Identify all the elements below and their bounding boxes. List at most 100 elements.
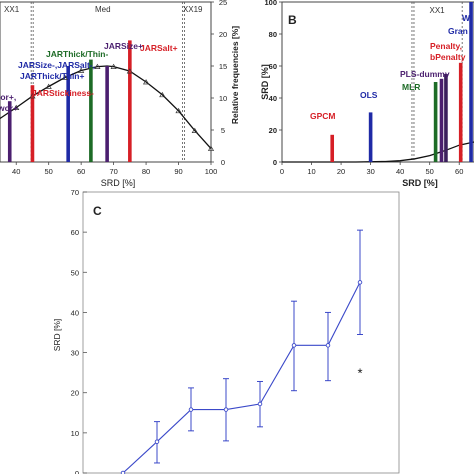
x-tick-label: 60 (455, 167, 463, 176)
panel-b-bars (330, 2, 473, 162)
region-label: XX19 (183, 5, 203, 14)
panel-a-curve (0, 65, 212, 150)
bar (330, 134, 335, 162)
y-tick-label: 20 (269, 126, 277, 135)
curve-marker (29, 93, 36, 99)
y-tick-label: 60 (269, 62, 277, 71)
y-tick-label: 10 (71, 429, 79, 438)
x-tick-label: 70 (109, 167, 117, 176)
region-label: XX1 (430, 6, 446, 15)
panel-c-letter: C (93, 204, 102, 218)
y-tick-label: 60 (71, 228, 79, 237)
bar (128, 40, 132, 162)
y-tick-label: 0 (221, 158, 225, 167)
bar-label-jarsize-jarsalt: JARSize-,JARSalt-, (18, 60, 95, 70)
bar (368, 112, 373, 162)
y-tick-label: 100 (264, 0, 277, 7)
panel-b-xlabel: SRD [%] (402, 178, 438, 188)
panel-a-xlabel: SRD [%] (101, 178, 136, 188)
y-tick-label: 25 (219, 0, 227, 7)
panel-b-curve (282, 141, 474, 163)
bar (439, 78, 444, 162)
panel-c-line (122, 282, 361, 474)
bar-label-w: W (462, 13, 471, 23)
y-tick-label: 10 (219, 94, 227, 103)
panel-c-annotations: * (357, 366, 362, 381)
panel-b-letter: B (288, 13, 297, 27)
bar-label-gpcm: GPCM (310, 111, 336, 121)
x-tick-label: 90 (174, 167, 182, 176)
panel-b-x-ticks: 0 10 20 30 40 50 60 (280, 162, 463, 176)
bar (89, 59, 93, 162)
bar-label-jarthick-plus: JARThick/Thin+ (20, 71, 85, 81)
y-tick-label: 40 (269, 94, 277, 103)
panel-a-ylabel-right: Relative frequencies [%] (230, 26, 240, 124)
bar-label-jarsize-plus: JARSize+ (104, 41, 143, 51)
series-line (122, 282, 361, 474)
significance-star: * (357, 366, 362, 381)
panel-b-bar-labels: GPCM OLS MLR PLS-dummy Penalty, bPenalty… (310, 13, 471, 121)
curve-marker (13, 104, 20, 110)
bar-label-penalty: Penalty, (430, 41, 462, 51)
bar-label-jarthick-minus: JARThick/Thin- (46, 49, 109, 59)
region-label: Med (95, 5, 111, 14)
y-tick-label: 30 (71, 349, 79, 358)
x-tick-label: 20 (337, 167, 345, 176)
curve-marker (191, 127, 198, 133)
panel-b-ylabel: SRD [%] (260, 64, 270, 100)
data-point (120, 470, 126, 474)
y-tick-label: 0 (75, 469, 79, 474)
curve-marker (159, 91, 166, 98)
x-tick-label: 80 (142, 167, 150, 176)
bar-label-jarsalt-plus: JARSalt+ (140, 43, 178, 53)
panel-c-ylabel: SRD [%] (52, 319, 62, 352)
x-tick-label: 50 (45, 167, 53, 176)
curve-marker (45, 83, 52, 89)
bar-label-gran: Gran (448, 26, 468, 36)
y-tick-label: 0 (273, 158, 277, 167)
bar-label-pls-dummy: PLS-dummy (400, 69, 450, 79)
data-point (291, 343, 297, 348)
panel-a-y-ticks: 0 5 10 15 20 25 (211, 0, 227, 167)
bar (458, 62, 463, 162)
y-tick-label: 20 (71, 389, 79, 398)
bar (30, 85, 35, 162)
panel-b: XX1 0 10 20 30 40 50 60 0 20 40 60 80 100 B GPCM OL… (260, 0, 474, 188)
panel-a-markers (13, 63, 215, 151)
curve-marker (61, 74, 69, 80)
panel-c-points (120, 280, 363, 474)
x-tick-label: 50 (426, 167, 434, 176)
bar (469, 2, 473, 162)
y-tick-label: 40 (71, 308, 79, 317)
data-point (257, 401, 263, 407)
panel-c-y-ticks: 0 10 20 30 40 50 60 70 (71, 188, 87, 474)
bar-label-wor: wor+ (0, 103, 18, 113)
panel-a-x-ticks: 40 50 60 70 80 90 100 (12, 162, 217, 176)
curve-marker (207, 145, 215, 151)
bar (433, 82, 438, 162)
bar-label-bpenalty: bPenalty (430, 52, 466, 62)
x-tick-label: 40 (12, 167, 20, 176)
data-point (154, 439, 160, 444)
panel-a-bars (7, 40, 132, 162)
bar-label-lor: lor+, (0, 92, 16, 102)
y-tick-label: 80 (269, 30, 277, 39)
region-label: XX1 (4, 5, 20, 14)
panel-c-error-bars (154, 229, 363, 464)
x-tick-label: 100 (205, 167, 218, 176)
panel-b-y-ticks: 0 20 40 60 80 100 (264, 0, 282, 167)
x-tick-label: 10 (307, 167, 315, 176)
x-tick-label: 40 (396, 167, 404, 176)
bar (66, 66, 70, 162)
bar (7, 101, 12, 162)
y-tick-label: 20 (219, 30, 227, 39)
bar-label-jarstickiness: JARStickiness- (32, 88, 94, 98)
data-point (357, 280, 363, 285)
y-tick-label: 15 (219, 62, 227, 71)
y-tick-label: 5 (221, 126, 225, 135)
frequency-curve (282, 141, 474, 163)
bar (444, 74, 448, 162)
curve-marker (94, 63, 101, 69)
bar-label-ols: OLS (360, 90, 378, 100)
